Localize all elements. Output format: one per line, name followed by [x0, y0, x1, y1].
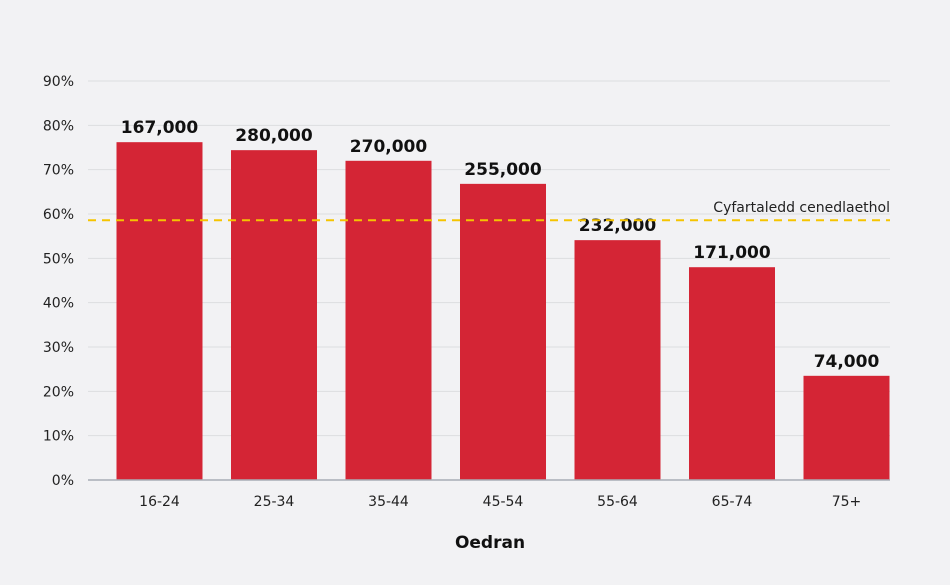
y-tick-label: 40% — [43, 296, 74, 312]
data-label: 232,000 — [579, 216, 657, 236]
x-tick-label: 65-74 — [712, 494, 753, 510]
x-tick-label: 75+ — [832, 494, 862, 510]
bar-45-54 — [460, 183, 546, 480]
x-axis-title: Oedran — [455, 533, 525, 553]
x-tick-label: 16-24 — [139, 494, 180, 510]
x-tick-label: 45-54 — [483, 494, 524, 510]
y-tick-label: 70% — [43, 163, 74, 179]
bar-35-44 — [345, 160, 432, 481]
y-tick-label: 90% — [43, 74, 74, 90]
y-tick-label: 30% — [43, 340, 74, 356]
y-tick-label: 50% — [43, 251, 74, 267]
x-tick-label: 55-64 — [597, 494, 638, 510]
data-label: 171,000 — [693, 243, 771, 263]
data-label: 167,000 — [121, 118, 199, 138]
y-tick-label: 80% — [43, 118, 74, 134]
x-tick-label: 35-44 — [368, 494, 409, 510]
y-tick-label: 20% — [43, 384, 74, 400]
bars: 167,000 16-24 280,000 25-34 270,000 35-44 255,… — [116, 118, 890, 510]
data-label: 280,000 — [235, 126, 313, 146]
national-average-label: Cyfartaledd cenedlaethol — [713, 200, 890, 216]
bar-65-74 — [689, 267, 775, 480]
bar-55-64 — [574, 240, 661, 480]
y-tick-label: 0% — [52, 473, 74, 489]
bar-25-34 — [231, 150, 317, 480]
bar-16-24 — [116, 142, 203, 480]
data-label: 270,000 — [350, 137, 428, 157]
data-label: 255,000 — [464, 160, 542, 180]
y-tick-label: 10% — [43, 429, 74, 445]
data-label: 74,000 — [814, 352, 880, 372]
bar-75+ — [803, 375, 890, 480]
x-tick-label: 25-34 — [254, 494, 295, 510]
y-tick-label: 60% — [43, 207, 74, 223]
